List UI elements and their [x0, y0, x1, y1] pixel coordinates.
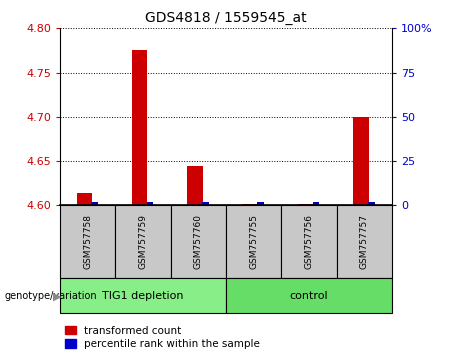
Bar [147, 202, 154, 205]
Bar [368, 202, 375, 205]
Text: control: control [290, 291, 328, 301]
Bar [298, 204, 313, 205]
Bar [337, 205, 392, 278]
Title: GDS4818 / 1559545_at: GDS4818 / 1559545_at [145, 11, 307, 24]
Bar [313, 202, 319, 205]
Text: GSM757755: GSM757755 [249, 214, 258, 269]
Bar [281, 205, 337, 278]
Bar [187, 166, 203, 205]
Text: GSM757756: GSM757756 [304, 214, 313, 269]
Text: GSM757759: GSM757759 [138, 214, 148, 269]
Bar [60, 278, 226, 313]
Bar [257, 202, 264, 205]
Bar [226, 205, 281, 278]
Text: TIG1 depletion: TIG1 depletion [102, 291, 183, 301]
Text: genotype/variation: genotype/variation [5, 291, 97, 301]
Text: GSM757760: GSM757760 [194, 214, 203, 269]
Bar [242, 204, 258, 205]
Text: ▶: ▶ [53, 291, 61, 301]
Text: GSM757757: GSM757757 [360, 214, 369, 269]
Bar [353, 117, 369, 205]
Bar [60, 205, 115, 278]
Legend: transformed count, percentile rank within the sample: transformed count, percentile rank withi… [65, 326, 260, 349]
Bar [132, 50, 148, 205]
Bar [91, 202, 98, 205]
Text: GSM757758: GSM757758 [83, 214, 92, 269]
Bar [171, 205, 226, 278]
Bar [115, 205, 171, 278]
Bar [226, 278, 392, 313]
Bar [202, 202, 209, 205]
Bar [77, 193, 92, 205]
